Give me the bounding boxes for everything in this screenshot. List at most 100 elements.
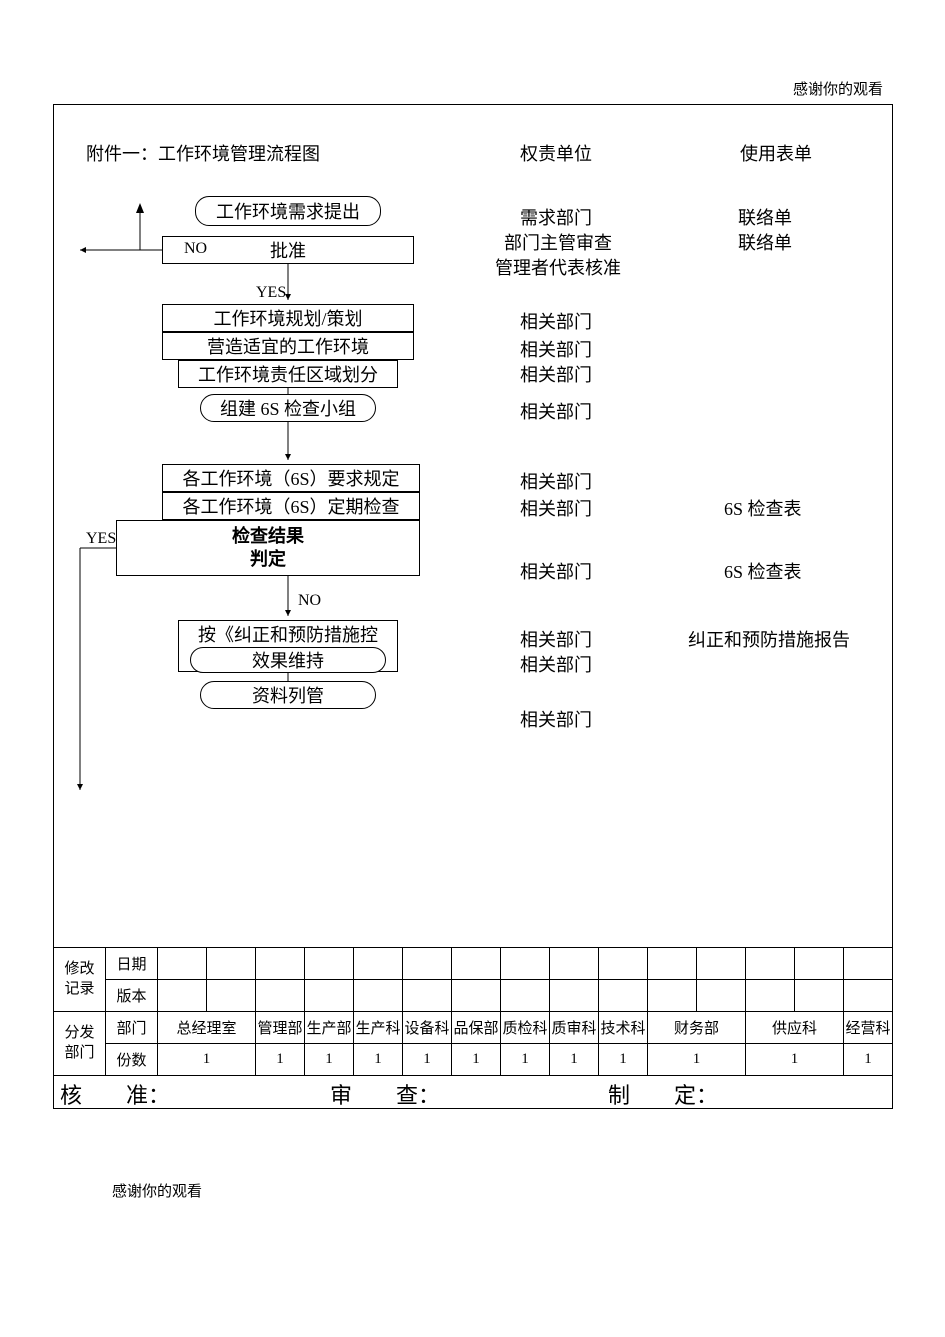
- cell: [599, 948, 648, 980]
- resp-12: 相关部门: [520, 651, 592, 677]
- cell: [697, 948, 746, 980]
- cell: [599, 980, 648, 1012]
- node-plan: 工作环境规划/策划: [162, 304, 414, 332]
- node-6s-team: 组建 6S 检查小组: [200, 394, 376, 422]
- node-result-judge: 检查结果 判定: [116, 520, 420, 576]
- signature-review: 审 查：: [330, 1078, 440, 1110]
- cell: [550, 948, 599, 980]
- cell-ver-label: 版本: [106, 980, 158, 1012]
- node-maintain-label: 效果维持: [252, 647, 324, 673]
- cell: [207, 980, 256, 1012]
- cell: [158, 980, 207, 1012]
- node-maintain: 效果维持: [190, 647, 386, 673]
- cell-dept-label: 部门: [106, 1012, 158, 1044]
- table-row: 分发部门 部门 总经理室 管理部 生产部 生产科 设备科 品保部 质检科 质审科…: [54, 1012, 893, 1044]
- node-6s-check: 各工作环境（6S）定期检查: [162, 492, 420, 520]
- resp-4: 相关部门: [520, 308, 592, 334]
- node-area-assign: 工作环境责任区域划分: [178, 360, 398, 388]
- cell: [403, 980, 452, 1012]
- resp-3: 管理者代表核准: [495, 254, 621, 280]
- cell: [256, 948, 305, 980]
- node-area-assign-label: 工作环境责任区域划分: [198, 361, 378, 387]
- cell-qty: 1: [550, 1044, 599, 1076]
- cell: [648, 980, 697, 1012]
- cell: [354, 980, 403, 1012]
- node-records: 资料列管: [200, 681, 376, 709]
- label-yes-2: YES: [86, 530, 116, 548]
- node-plan-label: 工作环境规划/策划: [213, 305, 362, 331]
- cell: [452, 948, 501, 980]
- table-row: 修改记录 日期: [54, 948, 893, 980]
- cell-dept: 管理部: [256, 1012, 305, 1044]
- node-6s-req: 各工作环境（6S）要求规定: [162, 464, 420, 492]
- resp-8: 相关部门: [520, 468, 592, 494]
- cell: [550, 980, 599, 1012]
- cell-distlabel: 分发部门: [54, 1012, 106, 1076]
- cell-qty: 1: [403, 1044, 452, 1076]
- cell: [501, 948, 550, 980]
- cell-qty: 1: [158, 1044, 256, 1076]
- cell: [501, 980, 550, 1012]
- cell: [403, 948, 452, 980]
- cell-qty: 1: [746, 1044, 844, 1076]
- node-start: 工作环境需求提出: [195, 196, 381, 226]
- label-no: NO: [184, 240, 207, 258]
- cell-qty: 1: [452, 1044, 501, 1076]
- node-6s-req-label: 各工作环境（6S）要求规定: [182, 465, 399, 491]
- cell: [648, 948, 697, 980]
- cell: [452, 980, 501, 1012]
- resp-9: 相关部门: [520, 495, 592, 521]
- cell: [795, 980, 844, 1012]
- cell: [746, 980, 795, 1012]
- resp-5: 相关部门: [520, 336, 592, 362]
- table-row: 份数 1 1 1 1 1 1 1 1 1 1 1 1: [54, 1044, 893, 1076]
- node-build-env: 营造适宜的工作环境: [162, 332, 414, 360]
- form-5: 纠正和预防措施报告: [688, 626, 850, 652]
- cell-qty: 1: [305, 1044, 354, 1076]
- cell-dept: 质检科: [501, 1012, 550, 1044]
- cell-qty: 1: [648, 1044, 746, 1076]
- revision-table: 修改记录 日期 版本 分发部门 部门 总经理室 管理部 生产部 生产科 设备科 …: [53, 947, 893, 1076]
- resp-11: 相关部门: [520, 626, 592, 652]
- cell-qty: 1: [599, 1044, 648, 1076]
- footer-note: 感谢你的观看: [112, 1180, 202, 1201]
- signature-approve: 核 准：: [60, 1078, 170, 1110]
- label-yes: YES: [256, 284, 286, 302]
- cell: [305, 980, 354, 1012]
- cell-dept: 设备科: [403, 1012, 452, 1044]
- label-no-2: NO: [298, 592, 321, 610]
- cell: [844, 980, 893, 1012]
- cell: [795, 948, 844, 980]
- cell-dept: 经营科: [844, 1012, 893, 1044]
- node-build-env-label: 营造适宜的工作环境: [207, 333, 369, 359]
- resp-10: 相关部门: [520, 558, 592, 584]
- table-row: 版本: [54, 980, 893, 1012]
- cell-date-label: 日期: [106, 948, 158, 980]
- cell: [844, 948, 893, 980]
- cell-dept: 品保部: [452, 1012, 501, 1044]
- cell-qty: 1: [354, 1044, 403, 1076]
- resp-7: 相关部门: [520, 398, 592, 424]
- cell-qty-label: 份数: [106, 1044, 158, 1076]
- form-2: 联络单: [738, 229, 792, 255]
- cell-dept: 财务部: [648, 1012, 746, 1044]
- form-4: 6S 检查表: [724, 558, 802, 584]
- cell-qty: 1: [256, 1044, 305, 1076]
- cell: [697, 980, 746, 1012]
- node-corrective-line1: 按《纠正和预防措施控: [198, 624, 378, 647]
- cell: [305, 948, 354, 980]
- cell-dept: 生产科: [354, 1012, 403, 1044]
- signature-prepare: 制 定：: [608, 1078, 718, 1110]
- node-approve-label: 批准: [270, 237, 306, 263]
- cell: [158, 948, 207, 980]
- cell: [746, 948, 795, 980]
- cell-qty: 1: [844, 1044, 893, 1076]
- cell-dept: 供应科: [746, 1012, 844, 1044]
- resp-1: 需求部门: [520, 204, 592, 230]
- node-start-label: 工作环境需求提出: [216, 198, 360, 224]
- form-1: 联络单: [738, 204, 792, 230]
- cell: [354, 948, 403, 980]
- resp-2: 部门主管审查: [504, 229, 612, 255]
- cell-dept: 生产部: [305, 1012, 354, 1044]
- node-6s-check-label: 各工作环境（6S）定期检查: [182, 493, 399, 519]
